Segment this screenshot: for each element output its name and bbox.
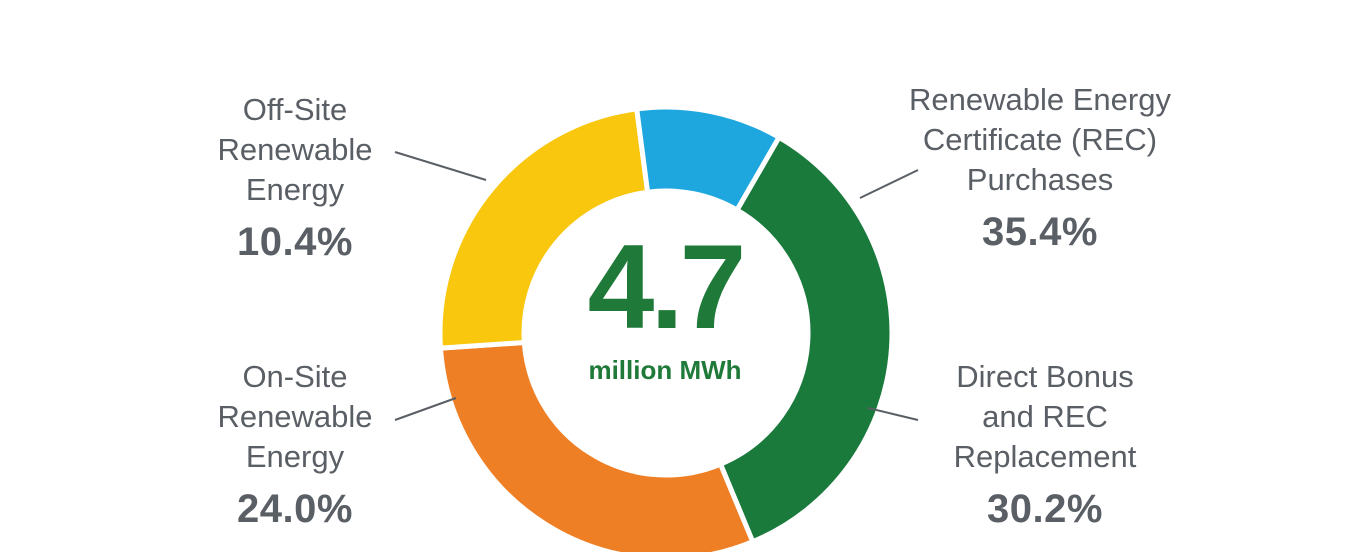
slice-direct-bonus bbox=[438, 340, 756, 552]
center-total-unit: million MWh bbox=[588, 355, 742, 385]
slice-label-on-site: On-Site Renewable Energy 24.0% bbox=[195, 357, 395, 533]
slice-rec-purchases bbox=[717, 134, 895, 545]
slice-name: Off-Site Renewable Energy bbox=[217, 92, 373, 207]
slice-percentage: 24.0% bbox=[237, 487, 353, 531]
leader-lines bbox=[394, 151, 919, 421]
leader-line-off-site bbox=[394, 151, 487, 181]
slice-percentage: 10.4% bbox=[237, 220, 353, 264]
slice-name: On-Site Renewable Energy bbox=[217, 359, 373, 474]
slice-on-site bbox=[437, 106, 651, 351]
slice-off-site bbox=[634, 104, 782, 213]
slice-percentage: 30.2% bbox=[987, 487, 1103, 531]
slice-label-off-site: Off-Site Renewable Energy 10.4% bbox=[195, 90, 395, 266]
leader-line-direct-bonus bbox=[867, 407, 919, 421]
center-total-value: 4.7 bbox=[587, 220, 747, 354]
leader-line-on-site bbox=[394, 397, 457, 421]
slice-name: Renewable Energy Certificate (REC) Purch… bbox=[909, 82, 1171, 197]
slice-name: Direct Bonus and REC Replacement bbox=[953, 359, 1137, 474]
slice-percentage: 35.4% bbox=[982, 210, 1098, 254]
slice-label-rec-purchases: Renewable Energy Certificate (REC) Purch… bbox=[880, 80, 1200, 256]
donut-slices bbox=[437, 104, 895, 552]
slice-label-direct-bonus: Direct Bonus and REC Replacement 30.2% bbox=[900, 357, 1190, 533]
leader-line-rec-purchases bbox=[859, 169, 919, 199]
